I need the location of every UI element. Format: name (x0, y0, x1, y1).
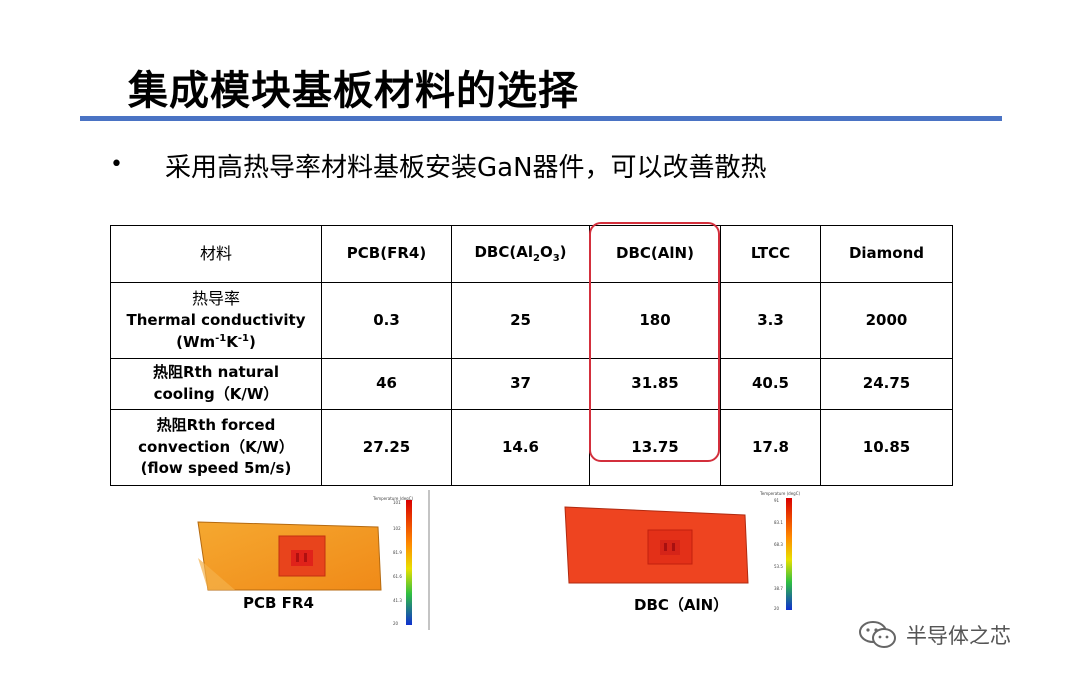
table-cell: 37 (451, 358, 590, 410)
title-rule (80, 116, 1002, 121)
svg-text:61.6: 61.6 (393, 574, 402, 579)
svg-text:41.3: 41.3 (393, 598, 402, 603)
pcb-fr4-simulation: Temperature (degC) 101 102 81.9 61.6 41.… (197, 490, 430, 630)
header-dbc-aln: DBC(AlN) (589, 225, 721, 283)
table-cell: 180 (589, 282, 721, 359)
table-cell: 40.5 (720, 358, 821, 410)
svg-text:Temperature (degC): Temperature (degC) (372, 496, 414, 501)
header-diamond: Diamond (820, 225, 953, 283)
table-cell: 31.85 (589, 358, 721, 410)
header-material: 材料 (110, 225, 322, 283)
header-pcb: PCB(FR4) (321, 225, 452, 283)
header-ltcc: LTCC (720, 225, 821, 283)
svg-text:102: 102 (393, 526, 401, 531)
table-cell: 2000 (820, 282, 953, 359)
bullet-text: 采用高热导率材料基板安装GaN器件，可以改善散热 (165, 153, 767, 183)
row-label-conductivity: 热导率 Thermal conductivity (Wm-1K-1) (110, 282, 322, 359)
pcb-chip-core (291, 550, 313, 566)
svg-text:91: 91 (774, 498, 780, 503)
pcb-warm-corner (198, 558, 235, 590)
table-row-natural: 热阻Rth natural cooling（K/W） 46 37 31.85 4… (110, 358, 953, 410)
dbc-chip-core (660, 540, 680, 555)
pcb-colorbar (406, 500, 412, 625)
bullet-dot: • (110, 152, 123, 177)
svg-text:101: 101 (393, 500, 401, 505)
svg-text:20: 20 (393, 621, 399, 626)
table-cell: 27.25 (321, 409, 452, 486)
svg-text:20: 20 (774, 606, 780, 611)
watermark-text: 半导体之芯 (906, 624, 1011, 648)
svg-text:83.1: 83.1 (774, 520, 783, 525)
dbc-colorbar (786, 498, 792, 610)
svg-text:Temperature (degC): Temperature (degC) (759, 491, 801, 496)
table-cell: 25 (451, 282, 590, 359)
svg-text:53.5: 53.5 (774, 564, 783, 569)
svg-text:38.7: 38.7 (774, 586, 783, 591)
table-row-conductivity: 热导率 Thermal conductivity (Wm-1K-1) 0.3 2… (110, 282, 953, 359)
slide-title: 集成模块基板材料的选择 (128, 68, 579, 114)
table-cell: 46 (321, 358, 452, 410)
row-label-natural: 热阻Rth natural cooling（K/W） (110, 358, 322, 410)
table-cell: 17.8 (720, 409, 821, 486)
table-cell: 14.6 (451, 409, 590, 486)
materials-table: 材料 PCB(FR4) DBC(Al2O3) DBC(AlN) LTCC Dia… (110, 225, 953, 486)
dbc-aln-caption: DBC（AlN） (634, 596, 729, 614)
header-dbc-al2o3: DBC(Al2O3) (451, 225, 590, 283)
table-cell: 3.3 (720, 282, 821, 359)
row-label-forced: 热阻Rth forced convection（K/W） (flow speed… (110, 409, 322, 486)
table-cell: 24.75 (820, 358, 953, 410)
dbc-aln-simulation: Temperature (degC) 91 83.1 68.3 53.5 38.… (564, 491, 801, 611)
table-cell: 0.3 (321, 282, 452, 359)
wechat-icon (859, 621, 896, 648)
table-cell: 13.75 (589, 409, 721, 486)
pcb-fr4-caption: PCB FR4 (243, 594, 314, 612)
watermark: 半导体之芯 (858, 620, 1011, 650)
svg-text:81.9: 81.9 (393, 550, 402, 555)
table-cell: 10.85 (820, 409, 953, 486)
svg-text:68.3: 68.3 (774, 542, 783, 547)
table-header-row: 材料 PCB(FR4) DBC(Al2O3) DBC(AlN) LTCC Dia… (110, 225, 953, 283)
table-row-forced: 热阻Rth forced convection（K/W） (flow speed… (110, 409, 953, 486)
